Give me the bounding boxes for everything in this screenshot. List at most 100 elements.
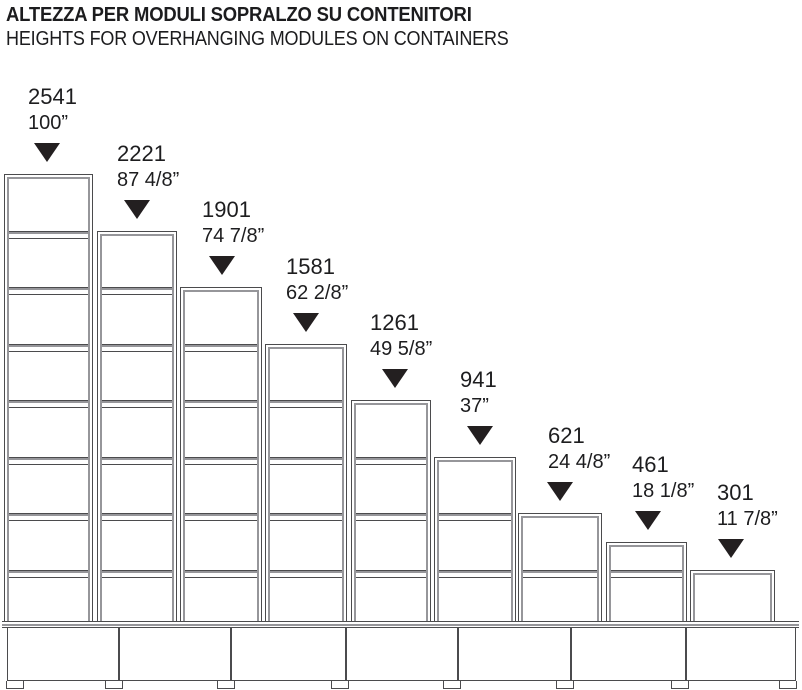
height-label-inches: 74 7/8” xyxy=(202,225,265,247)
height-marker-icon xyxy=(547,482,573,501)
shelf-face xyxy=(9,401,88,403)
shelf-face xyxy=(102,401,172,403)
module-column-2221 xyxy=(97,231,177,621)
shelf-face xyxy=(185,571,257,573)
shelf xyxy=(9,570,88,578)
height-marker-icon xyxy=(467,426,493,445)
shelf-face xyxy=(9,571,88,573)
shelf xyxy=(270,400,342,408)
shelf-face xyxy=(439,571,511,573)
height-label-mm: 1581 xyxy=(286,254,335,279)
shelf xyxy=(270,457,342,465)
module-column-inner-frame xyxy=(693,573,772,621)
shelf xyxy=(9,231,88,239)
module-column-461 xyxy=(606,542,687,621)
base-divider xyxy=(457,628,459,681)
shelf-face xyxy=(102,571,172,573)
shelf-face xyxy=(9,232,88,234)
base-divider xyxy=(685,628,687,681)
module-column-inner-frame xyxy=(100,234,174,621)
module-column-1261 xyxy=(351,400,431,621)
page-title-italian: ALTEZZA PER MODULI SOPRALZO SU CONTENITO… xyxy=(6,3,472,26)
shelf xyxy=(9,344,88,352)
module-column-621 xyxy=(518,513,602,621)
height-label-mm: 1901 xyxy=(202,197,251,222)
shelf xyxy=(439,513,511,521)
shelf-face xyxy=(270,401,342,403)
height-label-inches: 49 5/8” xyxy=(370,338,433,360)
height-label-mm: 621 xyxy=(548,423,585,448)
shelf-face xyxy=(9,458,88,460)
height-label-inches: 18 1/8” xyxy=(632,480,695,502)
base-foot xyxy=(331,681,349,689)
module-column-inner-frame xyxy=(521,516,599,621)
base-top-rail xyxy=(2,621,799,628)
base-foot xyxy=(556,681,574,689)
base-foot xyxy=(105,681,123,689)
height-label-inches: 37” xyxy=(460,395,489,417)
base-body xyxy=(7,628,796,681)
height-marker-icon xyxy=(124,200,150,219)
shelf xyxy=(356,513,426,521)
shelf-face xyxy=(270,571,342,573)
shelf xyxy=(611,570,682,578)
shelf-face xyxy=(270,458,342,460)
height-label-inches: 11 7/8” xyxy=(717,508,778,530)
height-label-mm: 2541 xyxy=(28,84,77,109)
shelf xyxy=(102,344,172,352)
base-foot xyxy=(779,681,797,689)
shelf xyxy=(102,513,172,521)
module-column-inner-frame xyxy=(268,347,344,621)
module-column-inner-frame xyxy=(437,460,513,621)
height-label-inches: 87 4/8” xyxy=(117,169,180,191)
module-column-inner-frame xyxy=(609,545,684,621)
shelf xyxy=(9,287,88,295)
height-marker-icon xyxy=(718,539,744,558)
shelf xyxy=(9,457,88,465)
shelf-face xyxy=(356,514,426,516)
base-divider xyxy=(345,628,347,681)
shelf-face xyxy=(611,571,682,573)
page-title-english: HEIGHTS FOR OVERHANGING MODULES ON CONTA… xyxy=(6,28,509,50)
shelf xyxy=(9,400,88,408)
base-divider xyxy=(570,628,572,681)
shelf-face xyxy=(185,458,257,460)
shelf xyxy=(185,570,257,578)
base-top-rail-face xyxy=(2,624,799,626)
height-label-inches: 100” xyxy=(28,112,69,134)
height-marker-icon xyxy=(382,369,408,388)
height-marker-icon xyxy=(635,511,661,530)
shelf xyxy=(439,570,511,578)
shelf-face xyxy=(270,514,342,516)
module-column-inner-frame xyxy=(7,177,90,621)
shelf xyxy=(9,513,88,521)
height-label-mm: 1261 xyxy=(370,310,419,335)
base-divider xyxy=(118,628,120,681)
base-foot xyxy=(217,681,235,689)
height-marker-icon xyxy=(293,313,319,332)
module-column-941 xyxy=(434,457,516,621)
height-marker-icon xyxy=(209,256,235,275)
module-column-inner-frame xyxy=(183,290,259,621)
module-column-1901 xyxy=(180,287,262,621)
height-label-mm: 461 xyxy=(632,452,669,477)
shelf xyxy=(185,513,257,521)
height-label-inches: 24 4/8” xyxy=(548,451,611,473)
module-column-1581 xyxy=(265,344,347,621)
shelf-face xyxy=(102,458,172,460)
shelf-face xyxy=(185,345,257,347)
shelf-face xyxy=(102,288,172,290)
shelf-face xyxy=(102,514,172,516)
module-column-301 xyxy=(690,570,775,621)
shelf-face xyxy=(102,345,172,347)
shelf xyxy=(102,570,172,578)
height-marker-icon xyxy=(34,143,60,162)
shelf xyxy=(270,513,342,521)
shelf-face xyxy=(9,288,88,290)
base-divider xyxy=(230,628,232,681)
shelf xyxy=(523,570,597,578)
height-label-mm: 301 xyxy=(717,480,754,505)
base-foot xyxy=(671,681,689,689)
